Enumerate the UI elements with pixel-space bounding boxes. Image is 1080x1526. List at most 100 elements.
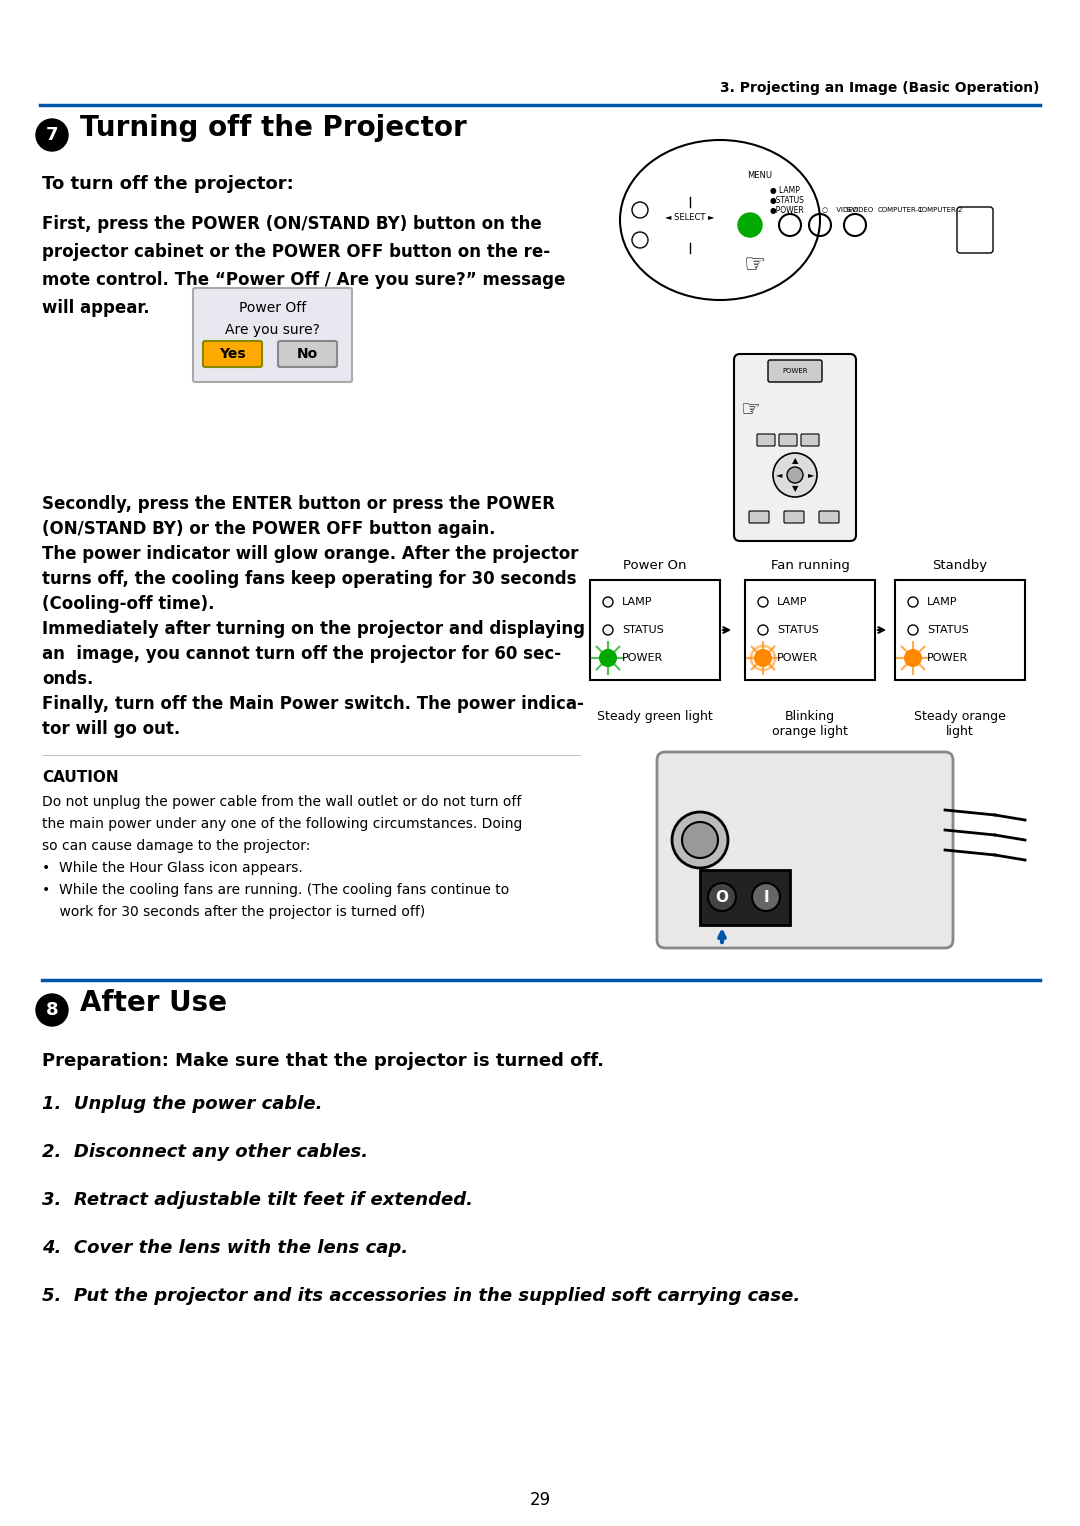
Text: so can cause damage to the projector:: so can cause damage to the projector: xyxy=(42,839,310,853)
Text: The power indicator will glow orange. After the projector: The power indicator will glow orange. Af… xyxy=(42,545,579,563)
FancyBboxPatch shape xyxy=(193,288,352,382)
Text: Preparation: Make sure that the projector is turned off.: Preparation: Make sure that the projecto… xyxy=(42,1051,604,1070)
Circle shape xyxy=(755,650,771,665)
Text: Turning off the Projector: Turning off the Projector xyxy=(80,114,467,142)
Text: COMPUTER-2: COMPUTER-2 xyxy=(917,208,962,214)
Text: POWER: POWER xyxy=(782,368,808,374)
Text: POWER: POWER xyxy=(927,653,969,662)
Text: (Cooling-off time).: (Cooling-off time). xyxy=(42,595,215,613)
Text: POWER: POWER xyxy=(777,653,819,662)
Text: Do not unplug the power cable from the wall outlet or do not turn off: Do not unplug the power cable from the w… xyxy=(42,795,522,809)
Text: the main power under any one of the following circumstances. Doing: the main power under any one of the foll… xyxy=(42,816,523,832)
Bar xyxy=(745,580,875,681)
Text: POWER: POWER xyxy=(622,653,663,662)
Text: CAUTION: CAUTION xyxy=(42,771,119,784)
Text: 2.  Disconnect any other cables.: 2. Disconnect any other cables. xyxy=(42,1143,368,1161)
Text: MENU: MENU xyxy=(747,171,772,180)
Circle shape xyxy=(672,812,728,868)
FancyBboxPatch shape xyxy=(750,511,769,523)
Text: (ON/STAND BY) or the POWER OFF button again.: (ON/STAND BY) or the POWER OFF button ag… xyxy=(42,520,496,539)
FancyBboxPatch shape xyxy=(757,433,775,446)
Text: 4.  Cover the lens with the lens cap.: 4. Cover the lens with the lens cap. xyxy=(42,1239,408,1257)
Text: Immediately after turning on the projector and displaying: Immediately after turning on the project… xyxy=(42,620,585,638)
Text: Are you sure?: Are you sure? xyxy=(225,324,320,337)
Text: ►: ► xyxy=(808,470,814,479)
Text: projector cabinet or the POWER OFF button on the re-: projector cabinet or the POWER OFF butto… xyxy=(42,243,550,261)
Text: COMPUTER-1: COMPUTER-1 xyxy=(877,208,922,214)
Circle shape xyxy=(36,119,68,151)
Text: •  While the Hour Glass icon appears.: • While the Hour Glass icon appears. xyxy=(42,861,302,874)
Text: LAMP: LAMP xyxy=(927,597,958,607)
Text: Steady green light: Steady green light xyxy=(597,710,713,723)
FancyBboxPatch shape xyxy=(203,340,262,366)
FancyBboxPatch shape xyxy=(657,752,953,948)
Text: First, press the POWER (ON/STAND BY) button on the: First, press the POWER (ON/STAND BY) but… xyxy=(42,215,542,233)
Circle shape xyxy=(787,467,804,484)
Text: LAMP: LAMP xyxy=(777,597,808,607)
Text: STATUS: STATUS xyxy=(927,626,969,635)
FancyBboxPatch shape xyxy=(819,511,839,523)
Text: No: No xyxy=(297,346,319,362)
Text: 29: 29 xyxy=(529,1491,551,1509)
Text: ◄: ◄ xyxy=(775,470,782,479)
Text: ▼: ▼ xyxy=(792,484,798,493)
Text: work for 30 seconds after the projector is turned off): work for 30 seconds after the projector … xyxy=(42,905,426,919)
Circle shape xyxy=(773,453,816,497)
Text: 3.  Retract adjustable tilt feet if extended.: 3. Retract adjustable tilt feet if exten… xyxy=(42,1190,473,1209)
Text: ●POWER: ●POWER xyxy=(770,206,805,215)
Bar xyxy=(590,580,720,681)
Text: ●STATUS: ●STATUS xyxy=(770,195,805,204)
Text: ◄ SELECT ►: ◄ SELECT ► xyxy=(665,212,715,221)
Text: I: I xyxy=(764,890,769,905)
Text: STATUS: STATUS xyxy=(777,626,819,635)
Text: Standby: Standby xyxy=(932,559,987,572)
FancyBboxPatch shape xyxy=(779,433,797,446)
FancyBboxPatch shape xyxy=(734,354,856,542)
Text: will appear.: will appear. xyxy=(42,299,150,317)
Text: To turn off the projector:: To turn off the projector: xyxy=(42,175,294,192)
Text: Steady orange
light: Steady orange light xyxy=(914,710,1005,739)
FancyBboxPatch shape xyxy=(801,433,819,446)
Circle shape xyxy=(738,214,762,237)
Text: After Use: After Use xyxy=(80,989,227,1016)
Circle shape xyxy=(600,650,616,665)
Text: VIDEO: VIDEO xyxy=(825,208,858,214)
Text: ☞: ☞ xyxy=(744,253,766,278)
Text: O: O xyxy=(715,890,729,905)
Text: Fan running: Fan running xyxy=(770,559,850,572)
Text: 5.  Put the projector and its accessories in the supplied soft carrying case.: 5. Put the projector and its accessories… xyxy=(42,1286,800,1305)
Text: Yes: Yes xyxy=(219,346,246,362)
Text: onds.: onds. xyxy=(42,670,93,688)
Text: 7: 7 xyxy=(45,127,58,143)
Text: ○: ○ xyxy=(822,208,828,214)
Text: STATUS: STATUS xyxy=(622,626,664,635)
Text: 8: 8 xyxy=(45,1001,58,1019)
Circle shape xyxy=(752,884,780,911)
Text: mote control. The “Power Off / Are you sure?” message: mote control. The “Power Off / Are you s… xyxy=(42,272,565,288)
Text: ☞: ☞ xyxy=(740,400,760,420)
Text: ● LAMP: ● LAMP xyxy=(770,186,800,194)
Text: tor will go out.: tor will go out. xyxy=(42,720,180,739)
Text: an  image, you cannot turn off the projector for 60 sec-: an image, you cannot turn off the projec… xyxy=(42,645,562,662)
FancyBboxPatch shape xyxy=(278,340,337,366)
Text: S-VIDEO: S-VIDEO xyxy=(846,208,874,214)
Text: turns off, the cooling fans keep operating for 30 seconds: turns off, the cooling fans keep operati… xyxy=(42,571,577,588)
Text: Power Off: Power Off xyxy=(239,301,306,314)
FancyBboxPatch shape xyxy=(768,360,822,382)
Text: Secondly, press the ENTER button or press the POWER: Secondly, press the ENTER button or pres… xyxy=(42,494,555,513)
Text: 3. Projecting an Image (Basic Operation): 3. Projecting an Image (Basic Operation) xyxy=(720,81,1040,95)
Circle shape xyxy=(681,823,718,858)
Text: Power On: Power On xyxy=(623,559,687,572)
Circle shape xyxy=(36,993,68,1025)
Circle shape xyxy=(905,650,921,665)
Text: Blinking
orange light: Blinking orange light xyxy=(772,710,848,739)
Bar xyxy=(700,870,789,925)
Text: LAMP: LAMP xyxy=(622,597,652,607)
Text: ▲: ▲ xyxy=(792,456,798,465)
Circle shape xyxy=(708,884,735,911)
Text: •  While the cooling fans are running. (The cooling fans continue to: • While the cooling fans are running. (T… xyxy=(42,884,510,897)
FancyBboxPatch shape xyxy=(784,511,804,523)
Bar xyxy=(895,580,1025,681)
Text: Finally, turn off the Main Power switch. The power indica-: Finally, turn off the Main Power switch.… xyxy=(42,694,584,713)
Text: 1.  Unplug the power cable.: 1. Unplug the power cable. xyxy=(42,1096,323,1112)
